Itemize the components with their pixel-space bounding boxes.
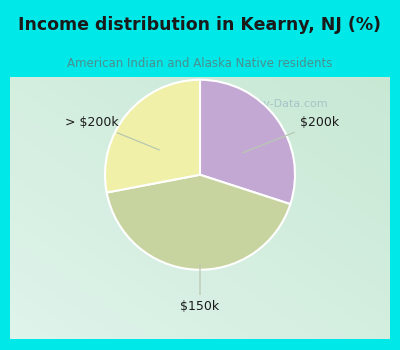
Text: > $200k: > $200k xyxy=(65,116,160,150)
Bar xyxy=(390,77,400,350)
Bar xyxy=(0,339,400,350)
Text: City-Data.com: City-Data.com xyxy=(248,99,328,109)
Text: Income distribution in Kearny, NJ (%): Income distribution in Kearny, NJ (%) xyxy=(18,16,382,34)
Text: American Indian and Alaska Native residents: American Indian and Alaska Native reside… xyxy=(67,57,333,70)
Wedge shape xyxy=(107,175,290,270)
Wedge shape xyxy=(200,80,295,204)
Wedge shape xyxy=(105,80,200,192)
Bar xyxy=(0,77,10,350)
Text: $200k: $200k xyxy=(242,116,339,153)
Text: $150k: $150k xyxy=(180,265,220,313)
